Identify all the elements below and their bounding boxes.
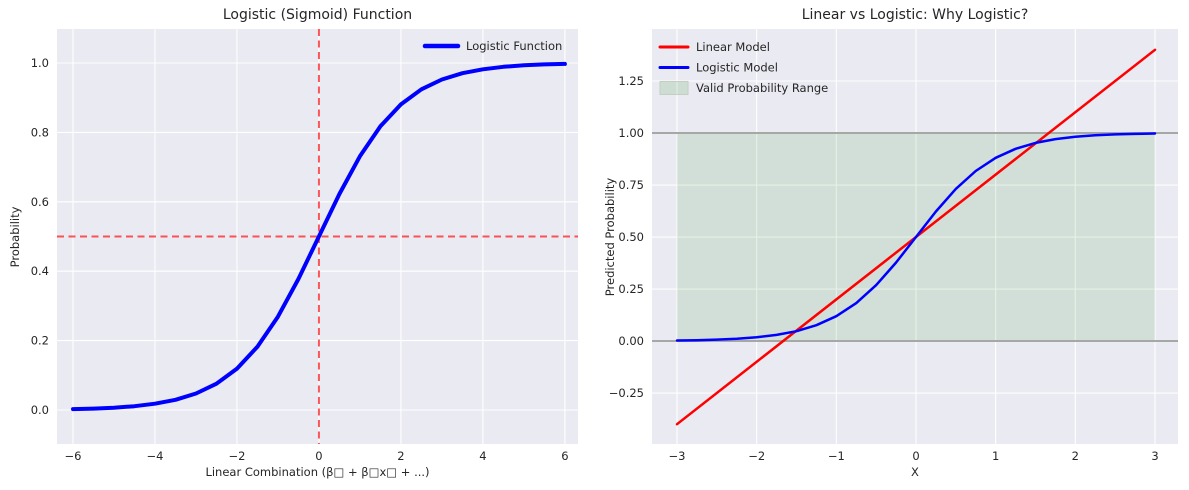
left-plot-area: −6 −4 −2 0 2 4 6 0.0 0.2 0.4 0.6 0.8 1.0 Logistic Fun…	[31, 29, 578, 463]
right-chart-ylabel: Predicted Probability	[603, 178, 617, 297]
left-chart-xlabel: Linear Combination (β□ + β□x□ + ...)	[205, 465, 429, 479]
y-tick-label: 0.4	[31, 264, 49, 278]
right-chart-xlabel: X	[911, 465, 919, 479]
legend-item-label: Valid Probability Range	[696, 81, 828, 95]
x-tick-label: 3	[1151, 449, 1158, 463]
y-tick-label: −0.25	[609, 386, 644, 400]
left-chart: Logistic (Sigmoid) Function Linear Combi…	[8, 7, 578, 479]
x-tick-label: −2	[228, 449, 245, 463]
x-tick-label: −2	[748, 449, 765, 463]
y-tick-label: 1.0	[31, 56, 49, 70]
logistic-function-curve	[71, 61, 567, 412]
right-chart: Linear vs Logistic: Why Logistic? X Pred…	[603, 7, 1178, 479]
y-tick-label: 0.50	[618, 230, 644, 244]
x-tick-label: 2	[1072, 449, 1079, 463]
y-tick-label: 0.00	[618, 334, 644, 348]
x-tick-label: −1	[828, 449, 845, 463]
y-tick-label: 0.75	[618, 178, 644, 192]
x-tick-label: −3	[669, 449, 686, 463]
x-tick-label: 0	[315, 449, 322, 463]
x-tick-label: 6	[561, 449, 568, 463]
y-tick-label: 1.00	[618, 126, 644, 140]
left-chart-ylabel: Probability	[8, 206, 22, 267]
x-tick-label: 2	[397, 449, 404, 463]
right-plot-area: −3 −2 −1 0 1 2 3 −0.25 0.00 0.25 0.50 0.75 1.00 1.25 L…	[609, 29, 1178, 463]
left-chart-title: Logistic (Sigmoid) Function	[223, 7, 412, 23]
y-tick-label: 1.25	[618, 74, 644, 88]
legend-item: Linear Model	[658, 40, 770, 54]
x-tick-label: 1	[992, 449, 999, 463]
legend-item-label: Logistic Model	[696, 61, 778, 75]
right-chart-title: Linear vs Logistic: Why Logistic?	[802, 7, 1029, 23]
x-tick-label: −4	[146, 449, 163, 463]
x-tick-label: 0	[912, 449, 919, 463]
y-tick-label: 0.0	[31, 403, 49, 417]
y-tick-label: 0.25	[618, 282, 644, 296]
y-tick-label: 0.6	[31, 195, 49, 209]
x-tick-label: 4	[479, 449, 486, 463]
legend-item: Valid Probability Range	[659, 81, 828, 95]
y-tick-label: 0.8	[31, 125, 49, 139]
legend-item: Logistic Model	[658, 61, 778, 75]
x-tick-label: −6	[65, 449, 82, 463]
legend-item: Logistic Function	[422, 39, 562, 53]
legend-patch-swatch	[659, 81, 689, 95]
logistic-model-curve	[675, 132, 1157, 342]
legend-item-label: Linear Model	[696, 40, 770, 54]
legend-item-label: Logistic Function	[466, 39, 562, 53]
y-tick-label: 0.2	[31, 334, 49, 348]
